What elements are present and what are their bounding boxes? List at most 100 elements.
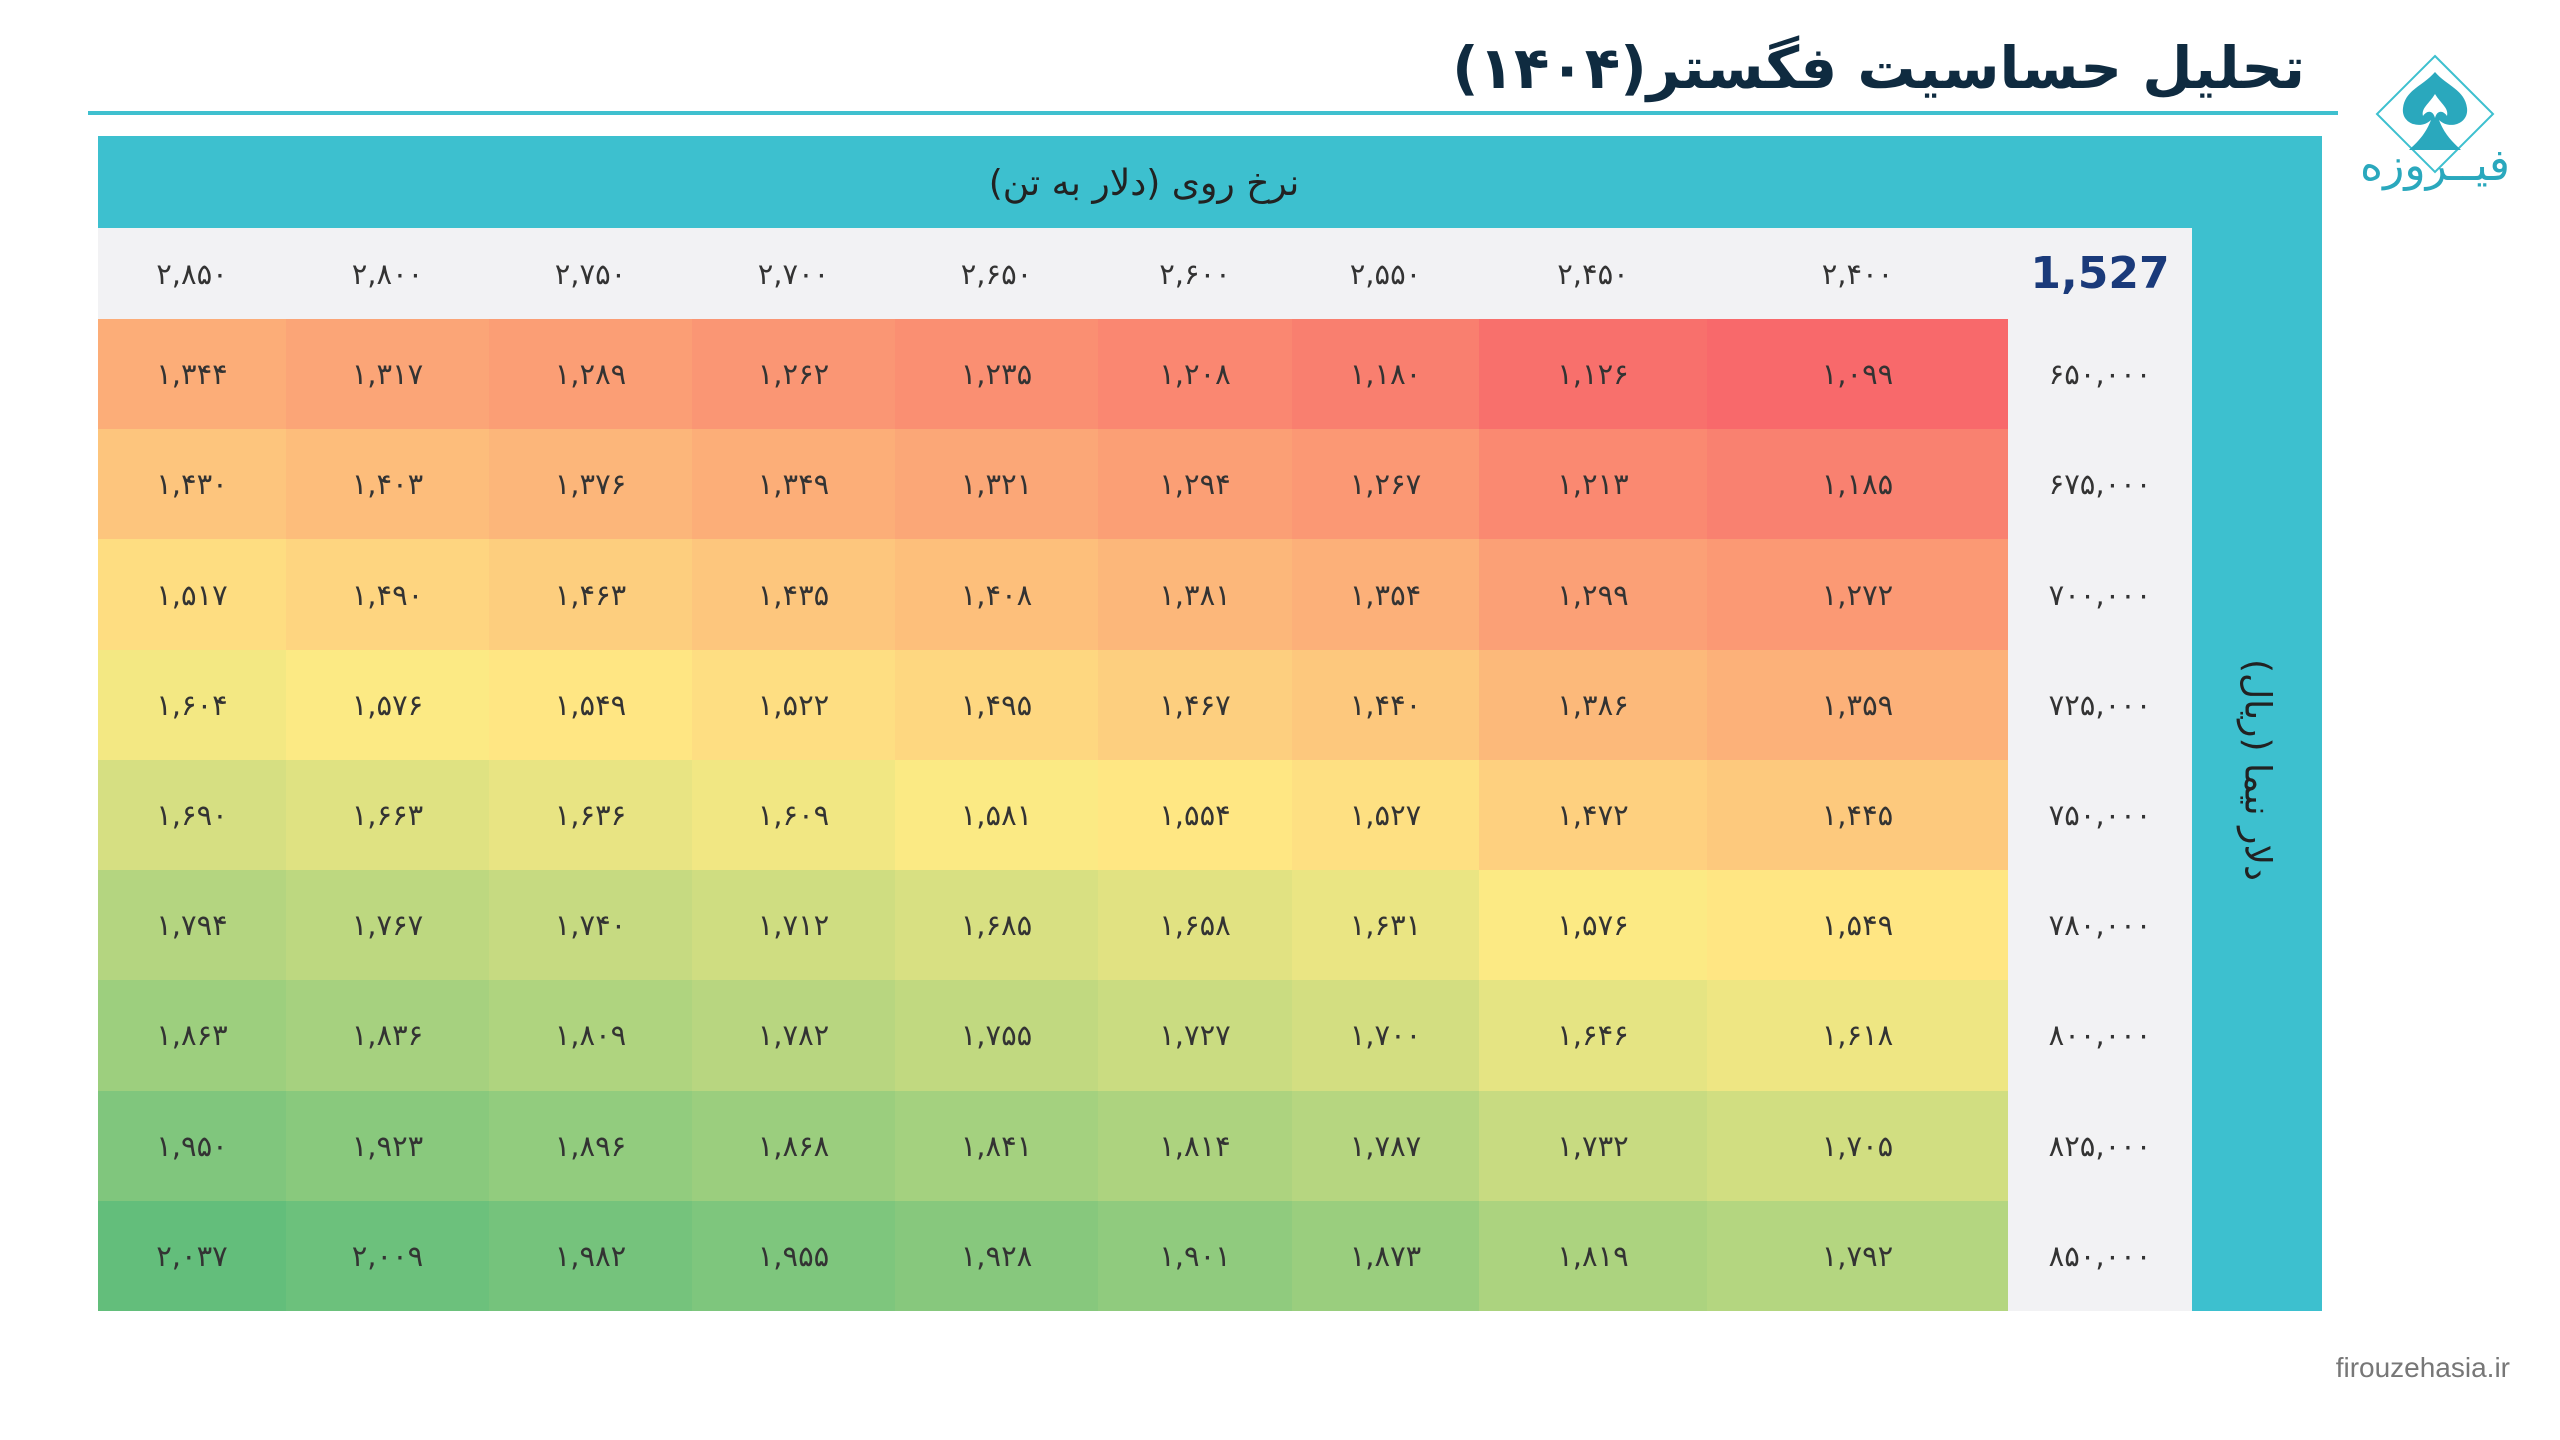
heatmap-cell: ۱,۷۲۷: [1098, 980, 1292, 1091]
heatmap-cell: ۱,۲۶۷: [1292, 429, 1479, 540]
heatmap-cell: ۱,۱۸۰: [1292, 319, 1479, 430]
heatmap-cell: ۱,۸۱۴: [1098, 1090, 1292, 1201]
heatmap-cell: ۱,۹۰۱: [1098, 1200, 1292, 1311]
heatmap-cell: ۱,۶۴۶: [1479, 980, 1707, 1091]
heatmap-cell: ۱,۵۱۷: [98, 539, 286, 650]
heatmap-cell: ۱,۲۹۴: [1098, 429, 1292, 540]
firouzeh-logo-icon: [2375, 54, 2495, 174]
y-tick-label: ۶۷۵,۰۰۰: [2008, 429, 2192, 540]
heatmap-cell: ۱,۲۱۳: [1479, 429, 1707, 540]
heatmap-cell: ۱,۳۴۹: [692, 429, 895, 540]
heatmap-cell: ۱,۷۸۷: [1292, 1090, 1479, 1201]
heatmap-cell: ۱,۹۸۲: [489, 1200, 692, 1311]
heatmap-cell: ۲,۰۳۷: [98, 1200, 286, 1311]
heatmap-cell: ۱,۸۹۶: [489, 1090, 692, 1201]
heatmap-cell: ۱,۷۱۲: [692, 870, 895, 981]
heatmap-cell: ۱,۶۳۶: [489, 759, 692, 871]
heatmap-cell: ۱,۸۷۳: [1292, 1200, 1479, 1311]
heatmap-cell: ۱,۴۶۳: [489, 539, 692, 650]
y-tick-label: ۷۵۰,۰۰۰: [2008, 759, 2192, 871]
heatmap-cell: ۱,۴۰۳: [286, 429, 489, 540]
heatmap-cell: ۱,۶۰۹: [692, 759, 895, 871]
heatmap-cell: ۱,۹۲۸: [895, 1200, 1098, 1311]
x-tick-label: ۲,۴۵۰: [1479, 228, 1707, 319]
heatmap-cell: ۱,۷۰۰: [1292, 980, 1479, 1091]
heatmap-cell: ۱,۴۰۸: [895, 539, 1098, 650]
heatmap-cell: ۱,۲۷۲: [1707, 539, 2008, 650]
heatmap-cell: ۱,۸۱۹: [1479, 1200, 1707, 1311]
heatmap-cell: ۱,۴۳۰: [98, 429, 286, 540]
heatmap-cell: ۱,۳۸۶: [1479, 649, 1707, 760]
x-tick-label: ۲,۴۰۰: [1707, 228, 2008, 319]
y-tick-label: ۷۸۰,۰۰۰: [2008, 870, 2192, 981]
x-tick-label: ۲,۷۰۰: [692, 228, 895, 319]
heatmap-cell: ۱,۵۵۴: [1098, 759, 1292, 871]
heatmap-cell: ۱,۶۹۰: [98, 759, 286, 871]
heatmap-cell: ۱,۰۹۹: [1707, 319, 2008, 430]
heatmap-cell: ۱,۵۸۱: [895, 759, 1098, 871]
heatmap-cell: ۱,۴۶۷: [1098, 649, 1292, 760]
heatmap-cell: ۱,۸۴۱: [895, 1090, 1098, 1201]
heatmap-cell: ۱,۵۷۶: [1479, 870, 1707, 981]
heatmap-cell: ۱,۶۶۳: [286, 759, 489, 871]
y-tick-label: ۶۵۰,۰۰۰: [2008, 319, 2192, 430]
heatmap-cell: ۱,۵۲۷: [1292, 759, 1479, 871]
heatmap-cell: ۱,۵۴۹: [1707, 870, 2008, 981]
title-divider: [88, 111, 2338, 115]
y-tick-label: ۷۰۰,۰۰۰: [2008, 539, 2192, 650]
x-tick-label: ۲,۵۵۰: [1292, 228, 1479, 319]
heatmap-cell: ۱,۳۴۴: [98, 319, 286, 430]
x-tick-label: ۲,۸۵۰: [98, 228, 286, 319]
heatmap-cell: ۱,۹۵۰: [98, 1090, 286, 1201]
y-axis-label-area: دلار نیما (ریال): [2192, 228, 2322, 1311]
heatmap-cell: ۱,۱۸۵: [1707, 429, 2008, 540]
heatmap-cell: ۱,۴۳۵: [692, 539, 895, 650]
heatmap-cell: ۱,۶۵۸: [1098, 870, 1292, 981]
heatmap-cell: ۱,۱۲۶: [1479, 319, 1707, 430]
heatmap-cell: ۱,۵۲۲: [692, 649, 895, 760]
heatmap-cell: ۱,۳۵۹: [1707, 649, 2008, 760]
x-tick-label: ۲,۷۵۰: [489, 228, 692, 319]
y-tick-label: ۸۰۰,۰۰۰: [2008, 980, 2192, 1091]
heatmap-cell: ۱,۶۰۴: [98, 649, 286, 760]
heatmap-cell: ۱,۳۵۴: [1292, 539, 1479, 650]
heatmap-cell: ۱,۵۴۹: [489, 649, 692, 760]
heatmap-cell: ۱,۸۳۶: [286, 980, 489, 1091]
heatmap-cell: ۱,۴۷۲: [1479, 759, 1707, 871]
heatmap-cell: ۱,۷۶۷: [286, 870, 489, 981]
y-tick-label: ۸۵۰,۰۰۰: [2008, 1200, 2192, 1311]
x-tick-label: ۲,۶۵۰: [895, 228, 1098, 319]
x-axis-label: نرخ روی (دلار به تن): [988, 163, 1300, 204]
heatmap-cell: ۱,۷۹۴: [98, 870, 286, 981]
heatmap-cell: ۲,۰۰۹: [286, 1200, 489, 1311]
heatmap-cell: ۱,۷۵۵: [895, 980, 1098, 1091]
heatmap-cell: ۱,۲۰۸: [1098, 319, 1292, 430]
x-tick-label: ۲,۸۰۰: [286, 228, 489, 319]
footer-url[interactable]: firouzehasia.ir: [2335, 1352, 2510, 1383]
heatmap-cell: ۱,۳۱۷: [286, 319, 489, 430]
heatmap-cell: ۱,۷۳۲: [1479, 1090, 1707, 1201]
heatmap-cell: ۱,۶۸۵: [895, 870, 1098, 981]
heatmap-cell: ۱,۶۱۸: [1707, 980, 2008, 1091]
base-value: 1,527: [2008, 228, 2192, 319]
y-tick-label: ۸۲۵,۰۰۰: [2008, 1090, 2192, 1201]
heatmap-cell: ۱,۷۸۲: [692, 980, 895, 1091]
heatmap-cell: ۱,۴۴۰: [1292, 649, 1479, 760]
heatmap-cell: ۱,۷۰۵: [1707, 1090, 2008, 1201]
x-tick-label: ۲,۶۰۰: [1098, 228, 1292, 319]
heatmap-cell: ۱,۴۹۵: [895, 649, 1098, 760]
heatmap-cell: ۱,۹۲۳: [286, 1090, 489, 1201]
heatmap-cell: ۱,۶۳۱: [1292, 870, 1479, 981]
y-axis-label: دلار نیما (ریال): [2236, 658, 2278, 881]
heatmap-cell: ۱,۵۷۶: [286, 649, 489, 760]
heatmap-cell: ۱,۳۸۱: [1098, 539, 1292, 650]
heatmap-cell: ۱,۳۲۱: [895, 429, 1098, 540]
heatmap-grid: 1,527 ۲,۴۰۰ ۲,۴۵۰ ۲,۵۵۰ ۲,۶۰۰ ۲,۶۵۰ ۲,۷۰۰ ۲,۷۵۰…: [98, 228, 2192, 1311]
heatmap-cell: ۱,۸۰۹: [489, 980, 692, 1091]
heatmap-cell: ۱,۲۹۹: [1479, 539, 1707, 650]
heatmap-cell: ۱,۷۹۲: [1707, 1200, 2008, 1311]
heatmap-cell: ۱,۸۶۸: [692, 1090, 895, 1201]
page-title: تحلیل حساسیت فگستر(۱۴۰۴): [1452, 34, 2305, 102]
y-tick-label: ۷۲۵,۰۰۰: [2008, 649, 2192, 760]
logo-wordmark: فیــروزه: [2360, 140, 2510, 191]
